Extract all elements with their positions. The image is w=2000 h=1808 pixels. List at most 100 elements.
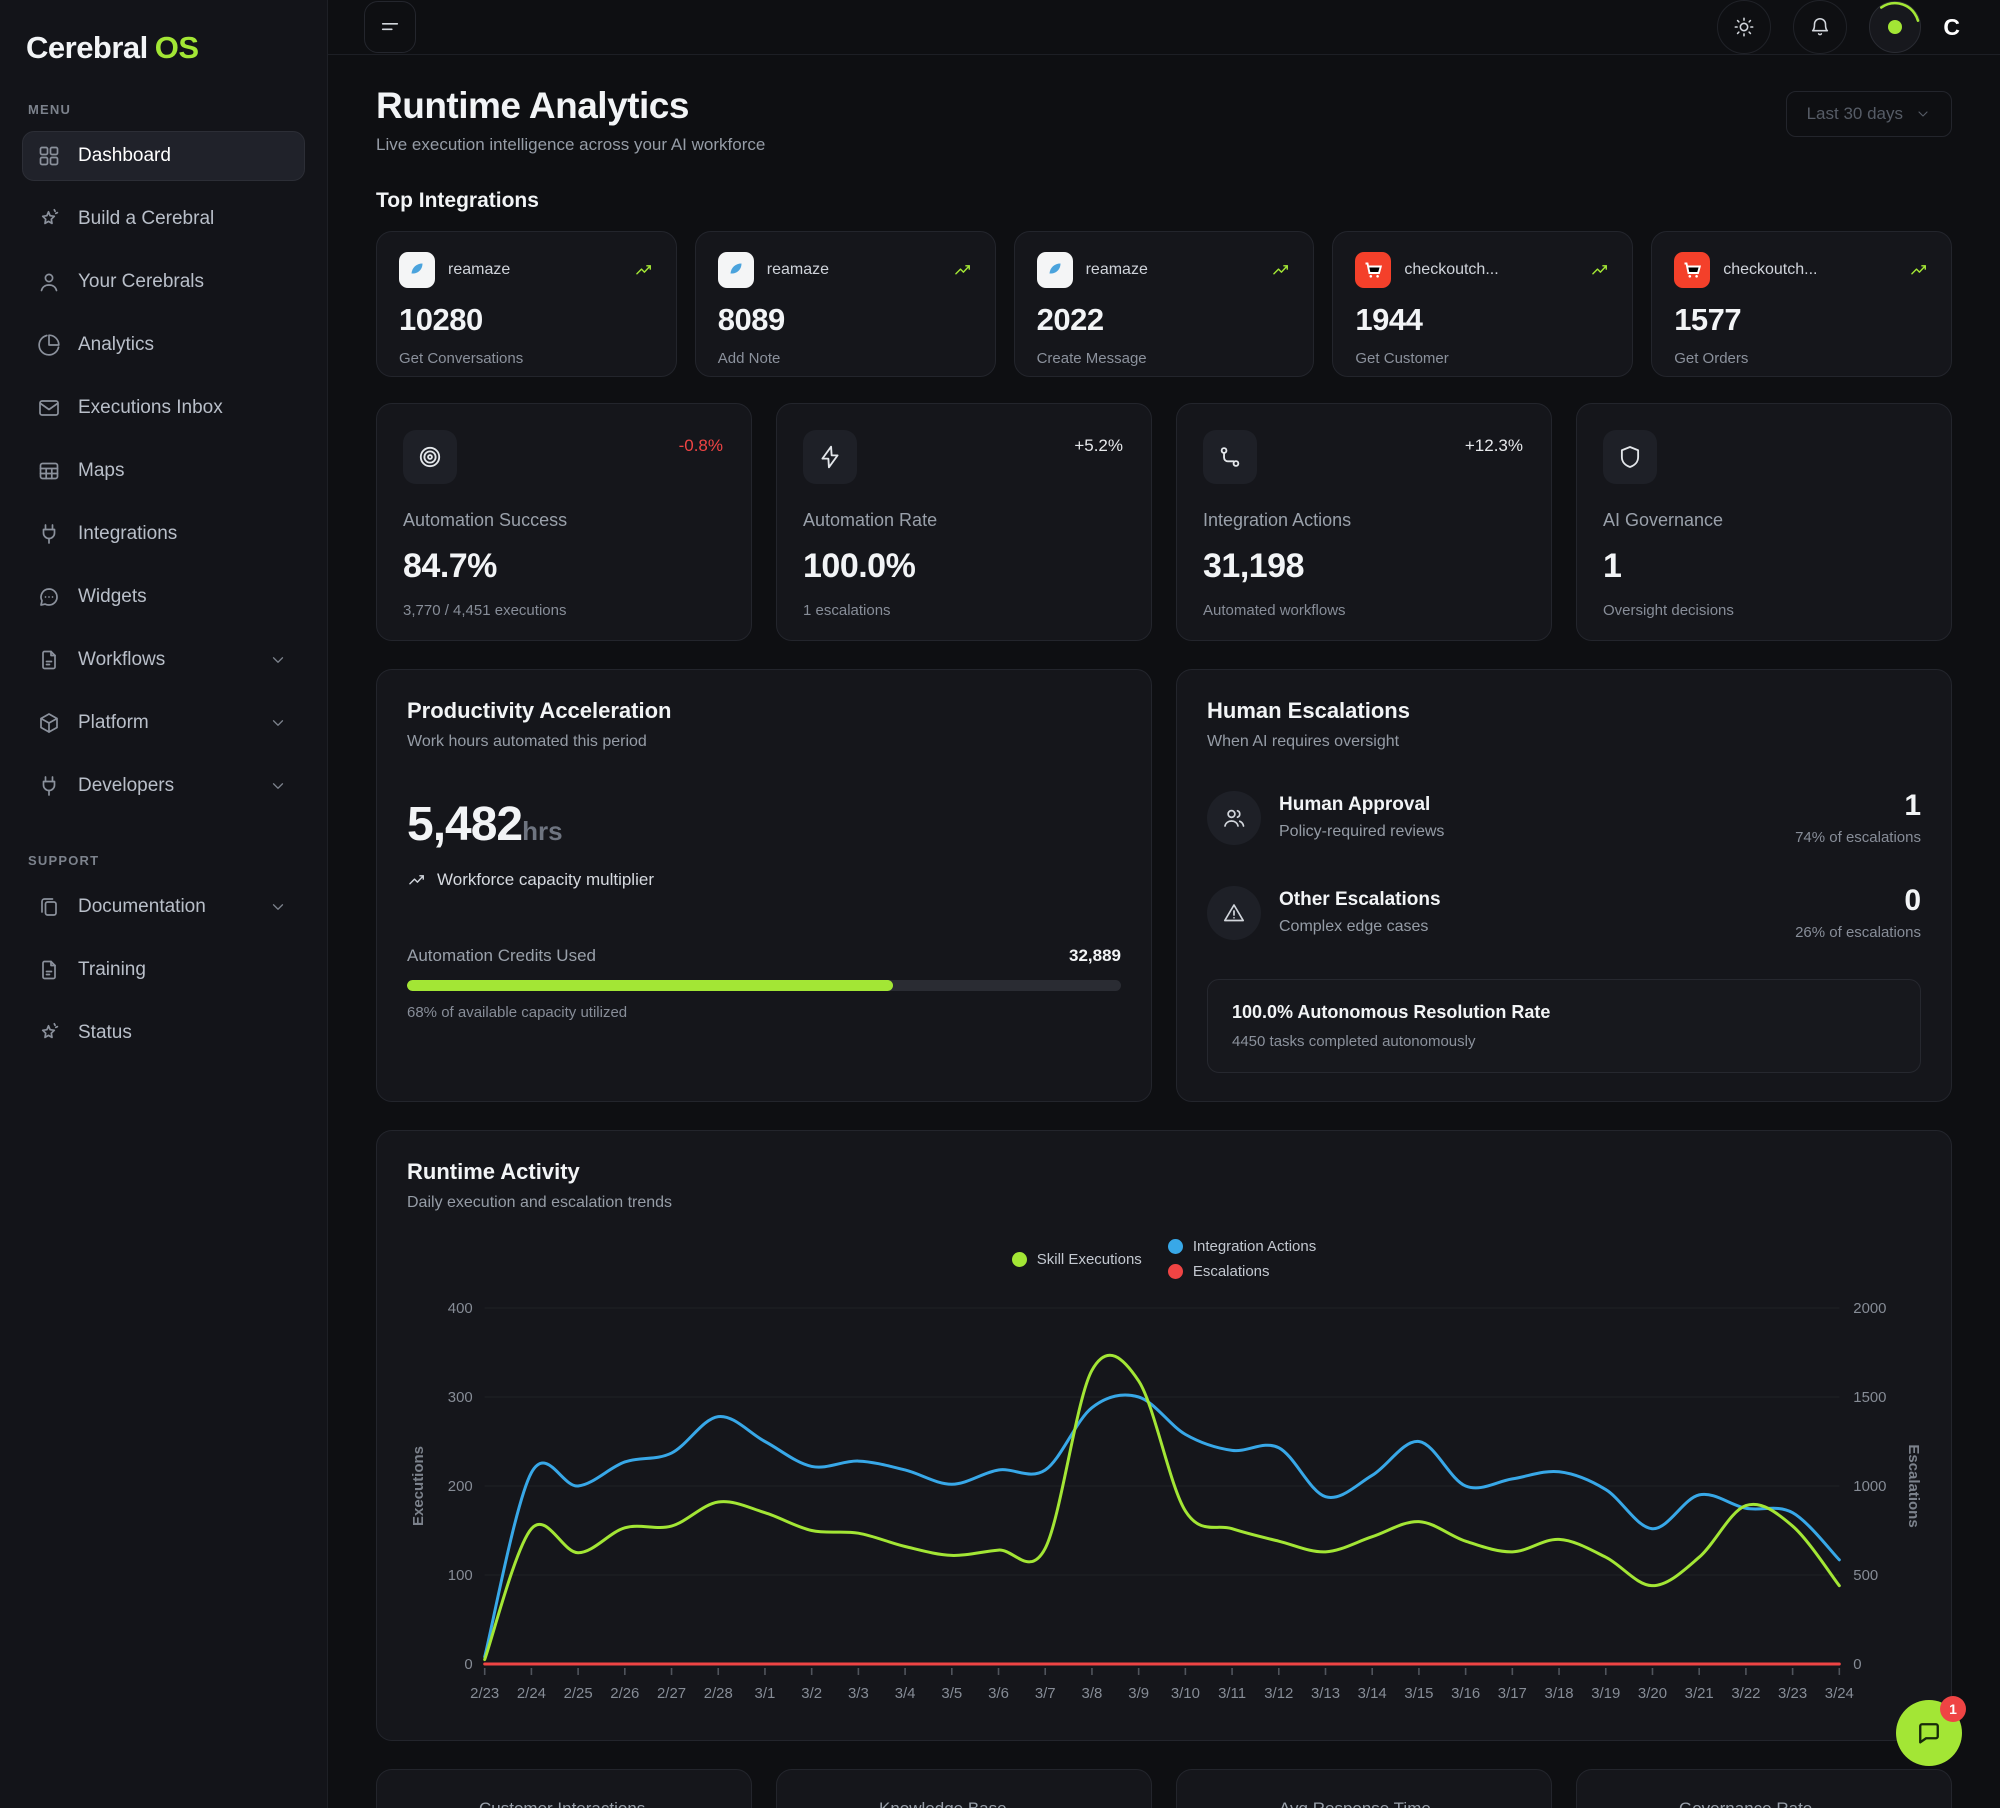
sidebar-menu: Dashboard Build a Cerebral Your Cerebrals A… — [22, 131, 305, 811]
user-icon — [37, 270, 61, 294]
integration-card-get-conversations[interactable]: reamaze 10280 Get Conversations — [376, 231, 677, 377]
menu-icon — [379, 16, 401, 38]
sidebar-item-training[interactable]: Training — [22, 945, 305, 995]
checkoutchamp-logo-icon — [1674, 252, 1711, 288]
stat-card-avg-response-time: Avg Response Time64.6sPer task execution — [1176, 1769, 1552, 1808]
sidebar-item-label: Build a Cerebral — [78, 208, 215, 229]
chart-subtitle: Daily execution and escalation trends — [407, 1194, 673, 1211]
sidebar-item-analytics[interactable]: Analytics — [22, 320, 305, 370]
metric-delta: +5.2% — [1074, 436, 1123, 455]
svg-text:100: 100 — [448, 1567, 473, 1584]
integration-card-get-orders[interactable]: checkoutch... 1577 Get Orders — [1651, 231, 1952, 377]
escalation-title: Human Approval — [1279, 794, 1431, 815]
integration-card-add-note[interactable]: reamaze 8089 Add Note — [694, 231, 996, 377]
svg-text:2/25: 2/25 — [564, 1685, 593, 1702]
brand-logo: Cerebral OS — [26, 30, 305, 66]
svg-text:400: 400 — [448, 1300, 473, 1317]
sidebar-item-integrations[interactable]: Integrations — [22, 509, 305, 559]
chevron-down-icon — [266, 777, 290, 795]
hours-value: 5,482 — [407, 798, 523, 851]
sidebar-item-label: Documentation — [78, 896, 206, 917]
trending-up-icon — [407, 870, 427, 890]
multiplier-label: Workforce capacity multiplier — [437, 870, 654, 889]
integration-app-name: reamaze — [448, 261, 511, 278]
topbar-actions: C — [1717, 0, 1960, 54]
notifications-button[interactable] — [1793, 0, 1848, 54]
reamaze-logo-icon — [399, 252, 435, 288]
escalations-panel: Human Escalations When AI requires overs… — [1176, 669, 1952, 1102]
avatar-button[interactable] — [1869, 1, 1922, 53]
sidebar-toggle-button[interactable] — [364, 1, 416, 53]
escalation-value: 1 — [1904, 789, 1921, 822]
integration-card-create-message[interactable]: reamaze 2022 Create Message — [1013, 231, 1315, 377]
sidebar-item-executions-inbox[interactable]: Executions Inbox — [22, 383, 305, 433]
sidebar-item-your-cerebrals[interactable]: Your Cerebrals — [22, 257, 305, 307]
metric-card-ai-governance: AI Governance 1 Oversight decisions — [1576, 403, 1952, 641]
chevron-down-icon — [1915, 106, 1931, 122]
svg-text:3/10: 3/10 — [1171, 1685, 1200, 1702]
stat-label: Knowledge Base — [879, 1798, 1007, 1808]
escalation-icon-circle — [1207, 885, 1261, 940]
sidebar-item-widgets[interactable]: Widgets — [22, 572, 305, 622]
integration-app-name: reamaze — [1085, 261, 1148, 278]
sidebar-item-platform[interactable]: Platform — [22, 698, 305, 748]
svg-text:1000: 1000 — [1853, 1478, 1886, 1495]
integration-app-name: checkoutch... — [1723, 261, 1818, 278]
svg-text:3/24: 3/24 — [1825, 1685, 1854, 1702]
sidebar-item-label: Maps — [78, 460, 125, 481]
chat-notification-badge: 1 — [1940, 1696, 1966, 1722]
reamaze-logo-icon — [1036, 252, 1073, 288]
escalation-share: 26% of escalations — [1795, 924, 1921, 941]
stat-label: Customer Interactions — [479, 1798, 646, 1808]
metric-icon-tile — [403, 430, 457, 484]
theme-toggle-button[interactable] — [1717, 0, 1772, 54]
escalations-subtitle: When AI requires oversight — [1207, 733, 1400, 750]
chevron-down-icon — [266, 714, 290, 732]
date-range-select[interactable]: Last 30 days — [1785, 91, 1952, 137]
sidebar-item-build-a-cerebral[interactable]: Build a Cerebral — [22, 194, 305, 244]
shield-icon — [1617, 444, 1643, 470]
integration-value: 1577 — [1674, 302, 1742, 337]
sidebar-item-dashboard[interactable]: Dashboard — [22, 131, 305, 181]
sidebar-item-workflows[interactable]: Workflows — [22, 635, 305, 685]
escalation-value: 0 — [1904, 884, 1921, 917]
mail-icon — [37, 396, 61, 420]
sidebar-item-documentation[interactable]: Documentation — [22, 882, 305, 932]
sidebar-item-label: Your Cerebrals — [78, 271, 205, 292]
escalation-rows: Human Approval Policy-required reviews 1 74… — [1207, 789, 1921, 941]
metric-value: 1 — [1603, 547, 1622, 585]
metric-subtext: Oversight decisions — [1603, 602, 1734, 619]
legend-dot-icon — [1167, 1239, 1183, 1254]
sidebar-item-label: Widgets — [78, 586, 147, 607]
legend-item-escalations: Escalations — [1167, 1263, 1316, 1280]
status-ring-icon — [1870, 1, 1921, 53]
chat-button[interactable]: 1 — [1896, 1696, 1966, 1766]
sidebar-item-label: Workflows — [78, 649, 166, 670]
integration-action: Add Note — [717, 350, 781, 367]
file-icon — [37, 958, 61, 982]
svg-text:3/2: 3/2 — [801, 1685, 822, 1702]
metric-delta: +12.3% — [1464, 436, 1523, 455]
sidebar-item-maps[interactable]: Maps — [22, 446, 305, 496]
legend-dot-icon — [1011, 1251, 1027, 1267]
svg-text:1500: 1500 — [1853, 1389, 1886, 1406]
support-section-label: SUPPORT — [28, 853, 100, 868]
svg-text:3/13: 3/13 — [1311, 1685, 1340, 1702]
credits-label: Automation Credits Used — [407, 946, 596, 965]
svg-text:Executions: Executions — [410, 1446, 427, 1526]
svg-text:Escalations: Escalations — [1905, 1444, 1921, 1527]
sidebar-item-status[interactable]: Status — [22, 1008, 305, 1058]
sidebar-item-developers[interactable]: Developers — [22, 761, 305, 811]
sidebar-item-label: Dashboard — [78, 145, 171, 166]
table-icon — [37, 459, 61, 483]
resolution-box: 100.0% Autonomous Resolution Rate 4450 t… — [1207, 979, 1921, 1073]
metric-icon-tile — [1203, 430, 1257, 484]
integration-card-get-customer[interactable]: checkoutch... 1944 Get Customer — [1332, 231, 1634, 377]
svg-text:300: 300 — [448, 1389, 473, 1406]
topbar: C — [328, 0, 2000, 55]
chart-title: Runtime Activity — [407, 1159, 580, 1184]
chevron-down-icon — [266, 898, 290, 916]
metric-label: Integration Actions — [1203, 510, 1352, 530]
escalation-row-other-escalations: Other Escalations Complex edge cases 0 26% … — [1207, 884, 1921, 941]
